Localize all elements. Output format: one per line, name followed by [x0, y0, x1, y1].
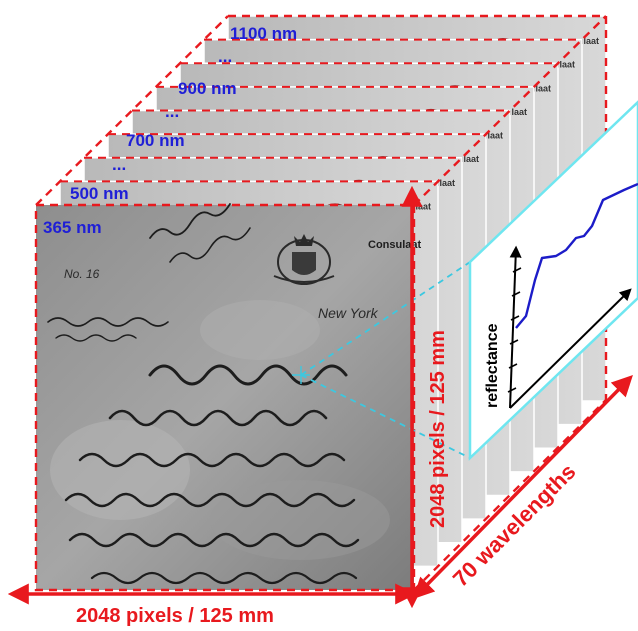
layer-header-fragment: ulaat	[482, 131, 503, 141]
coat-of-arms-emblem	[273, 234, 335, 285]
front-document-image: Consulaat New York No. 16	[36, 203, 422, 590]
wavelength-labels: 1100 nm ... 900 nm ... 700 nm ... 500 nm…	[43, 24, 297, 237]
label-ellipsis-2: ...	[165, 102, 179, 121]
handwriting-strokes	[47, 203, 360, 585]
reflectance-curve	[515, 182, 638, 329]
layer-header-fragment: ulaat	[434, 178, 455, 188]
layer-header-fragment: ulaat	[578, 36, 599, 46]
depth-dimension-arrow	[413, 375, 633, 599]
label-900nm: 900 nm	[178, 79, 237, 98]
label-700nm: 700 nm	[126, 131, 185, 150]
layer-header-fragment: ulaat	[458, 154, 479, 164]
layer-header-fragment: ulaat	[506, 107, 527, 117]
document-city: New York	[318, 305, 379, 321]
label-500nm: 500 nm	[70, 184, 129, 203]
label-ellipsis-1: ...	[218, 47, 232, 66]
layer-header-fragment: ulaat	[554, 60, 575, 70]
width-dimension-label: 2048 pixels / 125 mm	[76, 605, 274, 627]
label-1100nm: 1100 nm	[230, 24, 297, 43]
layer-header-fragment: ulaat	[530, 83, 551, 93]
label-365nm: 365 nm	[43, 218, 102, 237]
label-ellipsis-3: ...	[112, 155, 126, 174]
document-number: No. 16	[64, 267, 100, 281]
height-dimension-label: 2048 pixels / 125 mm	[427, 330, 449, 528]
spectrum-ylabel: reflectance	[484, 323, 501, 408]
